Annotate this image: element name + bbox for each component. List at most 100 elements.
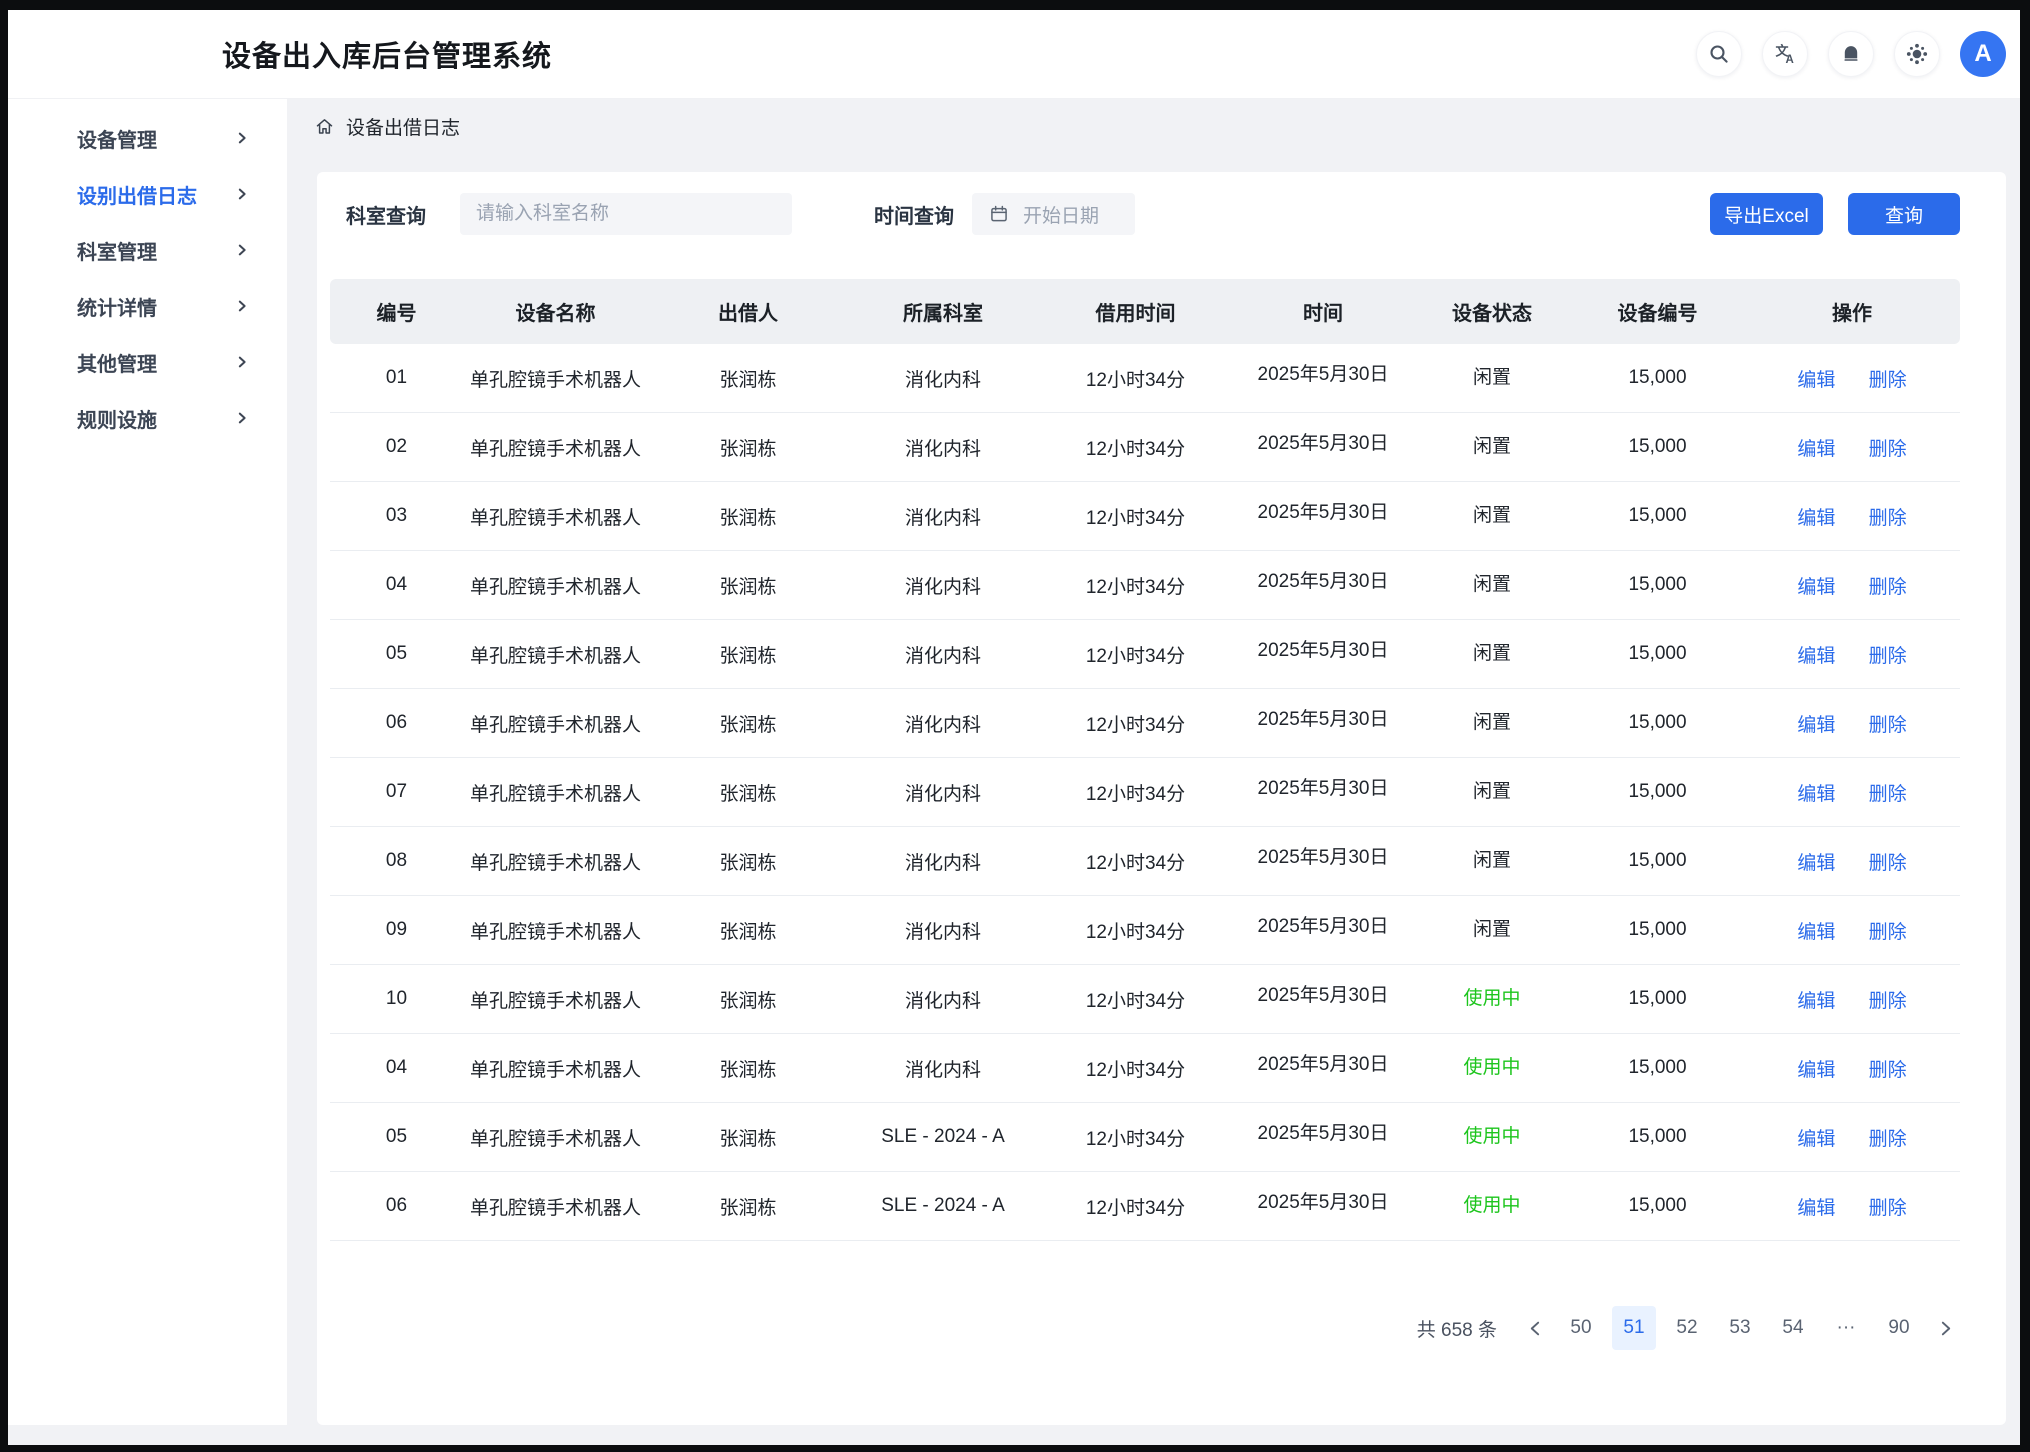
- status-cell: 使用中: [1413, 964, 1571, 1034]
- edit-button[interactable]: 编辑: [1797, 710, 1835, 737]
- device-code-cell: 15,000: [1571, 344, 1744, 413]
- page-button-90[interactable]: 90: [1877, 1306, 1921, 1350]
- department-cell: 消化内科: [848, 757, 1038, 827]
- device-name-cell: 单孔腔镜手术机器人: [463, 964, 648, 1034]
- date-cell: 2025年5月30日: [1233, 1102, 1413, 1172]
- date-cell: 2025年5月30日: [1233, 757, 1413, 827]
- row-id-cell: 06: [330, 688, 463, 758]
- actions-cell: 编辑 删除: [1744, 550, 1960, 620]
- sidebar-item-5[interactable]: 规则设施: [8, 390, 287, 446]
- department-cell: 消化内科: [848, 619, 1038, 689]
- device-code-cell: 15,000: [1571, 895, 1744, 965]
- export-excel-button[interactable]: 导出Excel: [1710, 193, 1823, 235]
- delete-button[interactable]: 删除: [1869, 1055, 1907, 1082]
- settings-icon[interactable]: [1894, 31, 1940, 77]
- duration-cell: 12小时34分: [1038, 1033, 1233, 1103]
- table-row: 02 单孔腔镜手术机器人 张润栋 消化内科 12小时34分 2025年5月30日…: [330, 412, 1960, 482]
- edit-button[interactable]: 编辑: [1797, 641, 1835, 668]
- translate-icon[interactable]: 文 A: [1762, 31, 1808, 77]
- lender-cell: 张润栋: [648, 964, 848, 1034]
- edit-button[interactable]: 编辑: [1797, 365, 1835, 392]
- actions-cell: 编辑 删除: [1744, 412, 1960, 482]
- device-name-cell: 单孔腔镜手术机器人: [463, 1171, 648, 1241]
- page-ellipsis[interactable]: ···: [1824, 1306, 1868, 1350]
- delete-button[interactable]: 删除: [1869, 503, 1907, 530]
- dept-search-input[interactable]: [460, 193, 792, 235]
- sidebar-item-3[interactable]: 统计详情: [8, 278, 287, 334]
- content-card: 科室查询 时间查询 开始日期 导出Excel 查: [317, 172, 2006, 1425]
- delete-button[interactable]: 删除: [1869, 986, 1907, 1013]
- delete-button[interactable]: 删除: [1869, 848, 1907, 875]
- start-date-picker[interactable]: 开始日期: [972, 193, 1135, 235]
- edit-button[interactable]: 编辑: [1797, 848, 1835, 875]
- row-id-cell: 05: [330, 619, 463, 689]
- date-cell: 2025年5月30日: [1233, 688, 1413, 758]
- delete-button[interactable]: 删除: [1869, 710, 1907, 737]
- sidebar-item-2[interactable]: 科室管理: [8, 222, 287, 278]
- device-name-cell: 单孔腔镜手术机器人: [463, 481, 648, 551]
- edit-button[interactable]: 编辑: [1797, 986, 1835, 1013]
- delete-button[interactable]: 删除: [1869, 779, 1907, 806]
- sidebar-item-0[interactable]: 设备管理: [8, 110, 287, 166]
- delete-button[interactable]: 删除: [1869, 917, 1907, 944]
- sidebar-item-1[interactable]: 设别出借日志: [8, 166, 287, 222]
- edit-button[interactable]: 编辑: [1797, 434, 1835, 461]
- next-page-button[interactable]: [1930, 1306, 1960, 1350]
- page-button-54[interactable]: 54: [1771, 1306, 1815, 1350]
- query-button[interactable]: 查询: [1848, 193, 1960, 235]
- edit-button[interactable]: 编辑: [1797, 572, 1835, 599]
- delete-button[interactable]: 删除: [1869, 434, 1907, 461]
- sidebar-item-4[interactable]: 其他管理: [8, 334, 287, 390]
- department-cell: 消化内科: [848, 1033, 1038, 1103]
- lender-cell: 张润栋: [648, 412, 848, 482]
- filter-actions: 导出Excel 查询: [1710, 193, 1960, 235]
- page-button-52[interactable]: 52: [1665, 1306, 1709, 1350]
- prev-page-button[interactable]: [1520, 1306, 1550, 1350]
- device-code-cell: 15,000: [1571, 964, 1744, 1034]
- edit-button[interactable]: 编辑: [1797, 1193, 1835, 1220]
- avatar[interactable]: A: [1960, 31, 2006, 77]
- device-name-cell: 单孔腔镜手术机器人: [463, 895, 648, 965]
- row-id-cell: 04: [330, 1033, 463, 1103]
- department-cell: 消化内科: [848, 412, 1038, 482]
- delete-button[interactable]: 删除: [1869, 1124, 1907, 1151]
- row-id-cell: 05: [330, 1102, 463, 1172]
- lender-cell: 张润栋: [648, 1102, 848, 1172]
- row-id-cell: 08: [330, 826, 463, 896]
- edit-button[interactable]: 编辑: [1797, 1055, 1835, 1082]
- duration-cell: 12小时34分: [1038, 826, 1233, 896]
- edit-button[interactable]: 编辑: [1797, 779, 1835, 806]
- lender-cell: 张润栋: [648, 619, 848, 689]
- status-cell: 闲置: [1413, 619, 1571, 689]
- chevron-right-icon: [235, 411, 249, 425]
- delete-button[interactable]: 删除: [1869, 365, 1907, 392]
- edit-button[interactable]: 编辑: [1797, 503, 1835, 530]
- delete-button[interactable]: 删除: [1869, 572, 1907, 599]
- status-cell: 使用中: [1413, 1171, 1571, 1241]
- row-id-cell: 10: [330, 964, 463, 1034]
- table-row: 10 单孔腔镜手术机器人 张润栋 消化内科 12小时34分 2025年5月30日…: [330, 964, 1960, 1034]
- page-button-53[interactable]: 53: [1718, 1306, 1762, 1350]
- device-code-cell: 15,000: [1571, 1171, 1744, 1241]
- column-header-7: 设备编号: [1571, 279, 1744, 344]
- app-window: 设备出入库后台管理系统 文 A: [8, 10, 2020, 1445]
- lender-cell: 张润栋: [648, 481, 848, 551]
- lender-cell: 张润栋: [648, 550, 848, 620]
- department-cell: 消化内科: [848, 964, 1038, 1034]
- table-row: 01 单孔腔镜手术机器人 张润栋 消化内科 12小时34分 2025年5月30日…: [330, 344, 1960, 413]
- delete-button[interactable]: 删除: [1869, 641, 1907, 668]
- page-button-50[interactable]: 50: [1559, 1306, 1603, 1350]
- duration-cell: 12小时34分: [1038, 964, 1233, 1034]
- app-body: 设备管理 设别出借日志 科室管理 统计详情 其他: [8, 99, 2020, 1445]
- delete-button[interactable]: 删除: [1869, 1193, 1907, 1220]
- device-code-cell: 15,000: [1571, 757, 1744, 827]
- department-cell: 消化内科: [848, 481, 1038, 551]
- column-header-4: 借用时间: [1038, 279, 1233, 344]
- device-name-cell: 单孔腔镜手术机器人: [463, 344, 648, 413]
- edit-button[interactable]: 编辑: [1797, 917, 1835, 944]
- notification-bell-icon[interactable]: [1828, 31, 1874, 77]
- page-button-51[interactable]: 51: [1612, 1306, 1656, 1350]
- lender-cell: 张润栋: [648, 1171, 848, 1241]
- search-icon[interactable]: [1696, 31, 1742, 77]
- edit-button[interactable]: 编辑: [1797, 1124, 1835, 1151]
